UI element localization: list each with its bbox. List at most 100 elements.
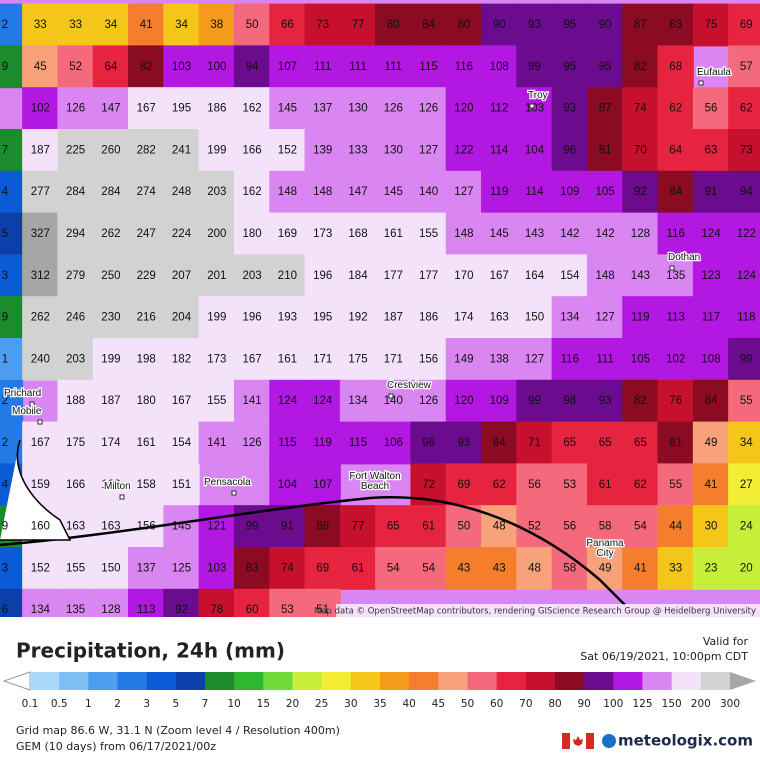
precip-cell [198, 338, 235, 381]
grid-value: 115 [278, 437, 296, 449]
precip-cell [551, 421, 588, 465]
grid-value: 9 [2, 61, 8, 73]
grid-value: 260 [101, 144, 120, 156]
precip-cell [410, 379, 447, 423]
precip-cell [551, 505, 588, 548]
precip-cell [269, 338, 306, 381]
grid-value: 192 [348, 312, 367, 324]
precip-cell [481, 3, 518, 47]
grid-value: 84 [493, 437, 506, 449]
precip-cell [304, 254, 341, 298]
grid-value: 152 [278, 144, 297, 156]
grid-value: 81 [599, 144, 612, 156]
grid-value: 225 [66, 144, 85, 156]
grid-value: 118 [737, 312, 755, 324]
precip-cell [304, 129, 341, 172]
precip-cell [339, 547, 377, 590]
precip-cell [22, 129, 59, 172]
precip-cell [375, 129, 412, 172]
grid-value: 111 [349, 61, 366, 73]
grid-value: 107 [313, 479, 332, 491]
precip-cell [233, 3, 271, 47]
precip-cell [445, 254, 483, 298]
city-name: Panama [586, 538, 624, 549]
grid-value: 152 [31, 562, 50, 574]
grid-value: 155 [66, 562, 85, 574]
grid-value: 134 [348, 395, 368, 407]
city-dot [529, 103, 535, 109]
grid-value: 62 [740, 103, 753, 115]
grid-value: 64 [669, 144, 682, 156]
attribution: Map data © OpenStreetMap contributors, r… [314, 607, 756, 617]
precip-cell [728, 129, 760, 172]
precip-cell [692, 296, 730, 339]
grid-value: 166 [243, 144, 262, 156]
grid-value: 196 [313, 270, 332, 282]
grid-value: 156 [137, 521, 156, 533]
precip-cell [375, 254, 412, 298]
grid-value: 126 [419, 103, 438, 115]
precip-cell [269, 45, 306, 89]
grid-value: 161 [278, 353, 297, 365]
grid-value: 127 [596, 312, 615, 324]
precip-cell [22, 421, 59, 465]
precip-cell [198, 296, 235, 339]
precip-cell [657, 421, 694, 465]
grid-value: 65 [387, 521, 400, 533]
grid-value: 149 [454, 353, 473, 365]
grid-value: 162 [243, 103, 262, 115]
grid-value: 56 [528, 479, 541, 491]
precip-cell [657, 338, 694, 381]
precip-cell [728, 3, 760, 47]
precip-cell [375, 87, 412, 130]
grid-value: 122 [454, 144, 473, 156]
precip-cell [728, 254, 760, 298]
legend-tick-label: 125 [632, 698, 652, 710]
grid-value: 117 [702, 312, 720, 324]
precip-cell [622, 3, 659, 47]
grid-value: 180 [137, 395, 156, 407]
precip-cell [445, 3, 483, 47]
legend-tick-label: 2 [114, 698, 121, 710]
grid-value: 327 [31, 228, 50, 240]
color-swatch [175, 672, 206, 690]
grid-value: 58 [563, 562, 576, 574]
grid-value: 163 [66, 521, 85, 533]
grid-value: 277 [31, 186, 50, 198]
precip-cell [657, 296, 694, 339]
precip-cell [657, 254, 694, 298]
grid-value: 111 [596, 353, 613, 365]
legend-tick-label: 25 [315, 698, 328, 710]
precip-cell [57, 296, 94, 339]
city-dot [604, 551, 610, 557]
legend-tick-label: 90 [577, 698, 590, 710]
precip-cell [233, 254, 271, 298]
grid-value: 141 [207, 437, 226, 449]
precip-cell [516, 463, 553, 507]
grid-value: 34 [740, 437, 753, 449]
grid-value: 120 [454, 103, 473, 115]
grid-value: 65 [599, 437, 612, 449]
precip-cell [586, 254, 624, 298]
precip-cell [410, 421, 447, 465]
precip-cell [622, 379, 659, 423]
precip-cell [445, 212, 483, 256]
precip-cell [586, 212, 624, 256]
precip-cell [692, 170, 730, 214]
precip-cell [445, 296, 483, 339]
precip-cell [92, 505, 130, 548]
precip-cell [481, 170, 518, 214]
legend-tick-label: 5 [172, 698, 179, 710]
precip-cell [92, 87, 130, 130]
precip-cell [22, 3, 59, 47]
grid-value: 83 [669, 19, 682, 31]
grid-value: 150 [101, 562, 120, 574]
grid-value: 53 [281, 604, 294, 616]
grid-value: 147 [101, 103, 120, 115]
grid-value: 38 [210, 19, 223, 31]
grid-value: 171 [313, 353, 332, 365]
grid-value: 216 [137, 312, 156, 324]
precip-cell [269, 3, 306, 47]
precip-cell [269, 212, 306, 256]
